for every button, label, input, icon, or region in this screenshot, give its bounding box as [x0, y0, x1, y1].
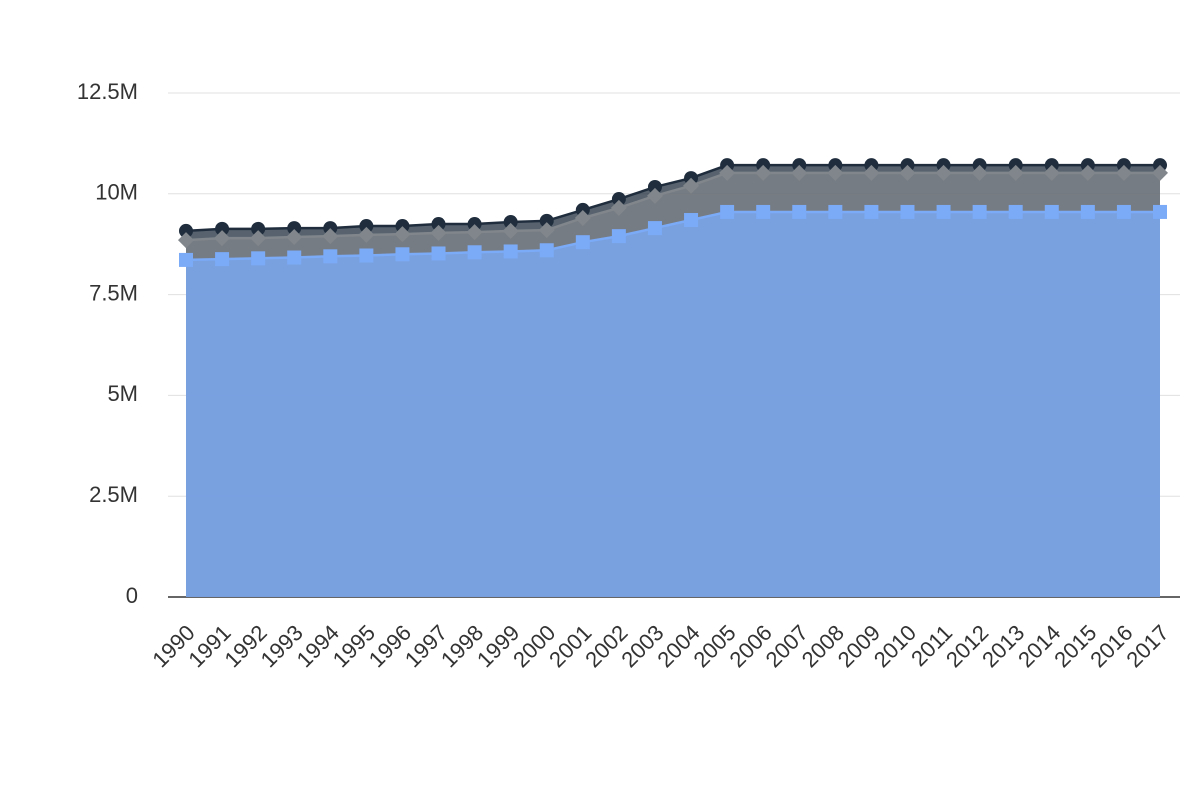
marker: [215, 221, 230, 236]
marker: [251, 221, 266, 236]
marker: [610, 199, 627, 216]
marker: [900, 204, 915, 219]
marker: [178, 232, 194, 249]
marker: [971, 164, 988, 181]
marker: [286, 228, 303, 245]
marker: [539, 213, 554, 228]
marker: [719, 164, 736, 181]
marker: [323, 249, 338, 264]
marker: [359, 248, 374, 263]
marker: [899, 164, 916, 181]
marker: [683, 177, 700, 194]
marker: [250, 230, 267, 247]
marker: [574, 209, 591, 226]
marker: [575, 202, 590, 217]
marker: [864, 204, 879, 219]
y-tick-label: 7.5M: [89, 280, 138, 305]
marker: [215, 252, 230, 267]
marker: [647, 179, 662, 194]
marker: [359, 219, 374, 234]
marker: [1007, 164, 1024, 181]
marker: [828, 204, 843, 219]
y-tick-label: 12.5M: [77, 79, 138, 104]
marker: [720, 204, 735, 219]
marker: [936, 204, 951, 219]
y-tick-label: 2.5M: [89, 482, 138, 507]
marker: [539, 243, 554, 258]
marker: [358, 226, 375, 243]
marker: [323, 221, 338, 236]
marker: [1115, 164, 1132, 181]
marker: [1079, 164, 1096, 181]
marker: [1080, 204, 1095, 219]
marker: [287, 250, 302, 265]
marker: [322, 228, 339, 245]
marker: [251, 251, 266, 266]
marker: [611, 192, 626, 207]
y-tick-label: 0: [126, 583, 138, 608]
x-tick-label: 2017: [1121, 620, 1173, 672]
marker: [538, 222, 555, 239]
line: [185, 171, 1160, 242]
y-tick-label: 10M: [95, 180, 138, 205]
marker: [827, 164, 844, 181]
marker: [430, 224, 447, 241]
marker: [575, 235, 590, 250]
marker: [647, 221, 662, 236]
marker: [431, 246, 446, 261]
marker: [1152, 164, 1168, 181]
marker: [179, 252, 193, 267]
marker: [502, 222, 519, 239]
marker: [972, 204, 987, 219]
line: [185, 210, 1160, 262]
marker: [214, 230, 231, 247]
marker: [792, 204, 807, 219]
marker: [503, 244, 518, 259]
marker: [467, 217, 482, 232]
marker: [503, 215, 518, 230]
marker: [684, 213, 699, 228]
marker: [395, 247, 410, 262]
y-tick-label: 5M: [107, 381, 138, 406]
marker: [935, 164, 952, 181]
marker: [755, 164, 772, 181]
marker: [1043, 164, 1060, 181]
marker: [394, 226, 411, 243]
marker: [611, 229, 626, 244]
marker: [179, 223, 193, 238]
marker: [1153, 204, 1167, 219]
marker: [287, 221, 302, 236]
marker: [646, 187, 663, 204]
marker: [1008, 204, 1023, 219]
area: [186, 211, 1160, 597]
marker: [431, 217, 446, 232]
line: [185, 163, 1160, 233]
marker: [1044, 204, 1059, 219]
marker: [395, 219, 410, 234]
marker: [1116, 204, 1131, 219]
marker: [467, 245, 482, 260]
marker: [466, 224, 483, 241]
marker: [756, 204, 771, 219]
marker: [863, 164, 880, 181]
marker: [791, 164, 808, 181]
